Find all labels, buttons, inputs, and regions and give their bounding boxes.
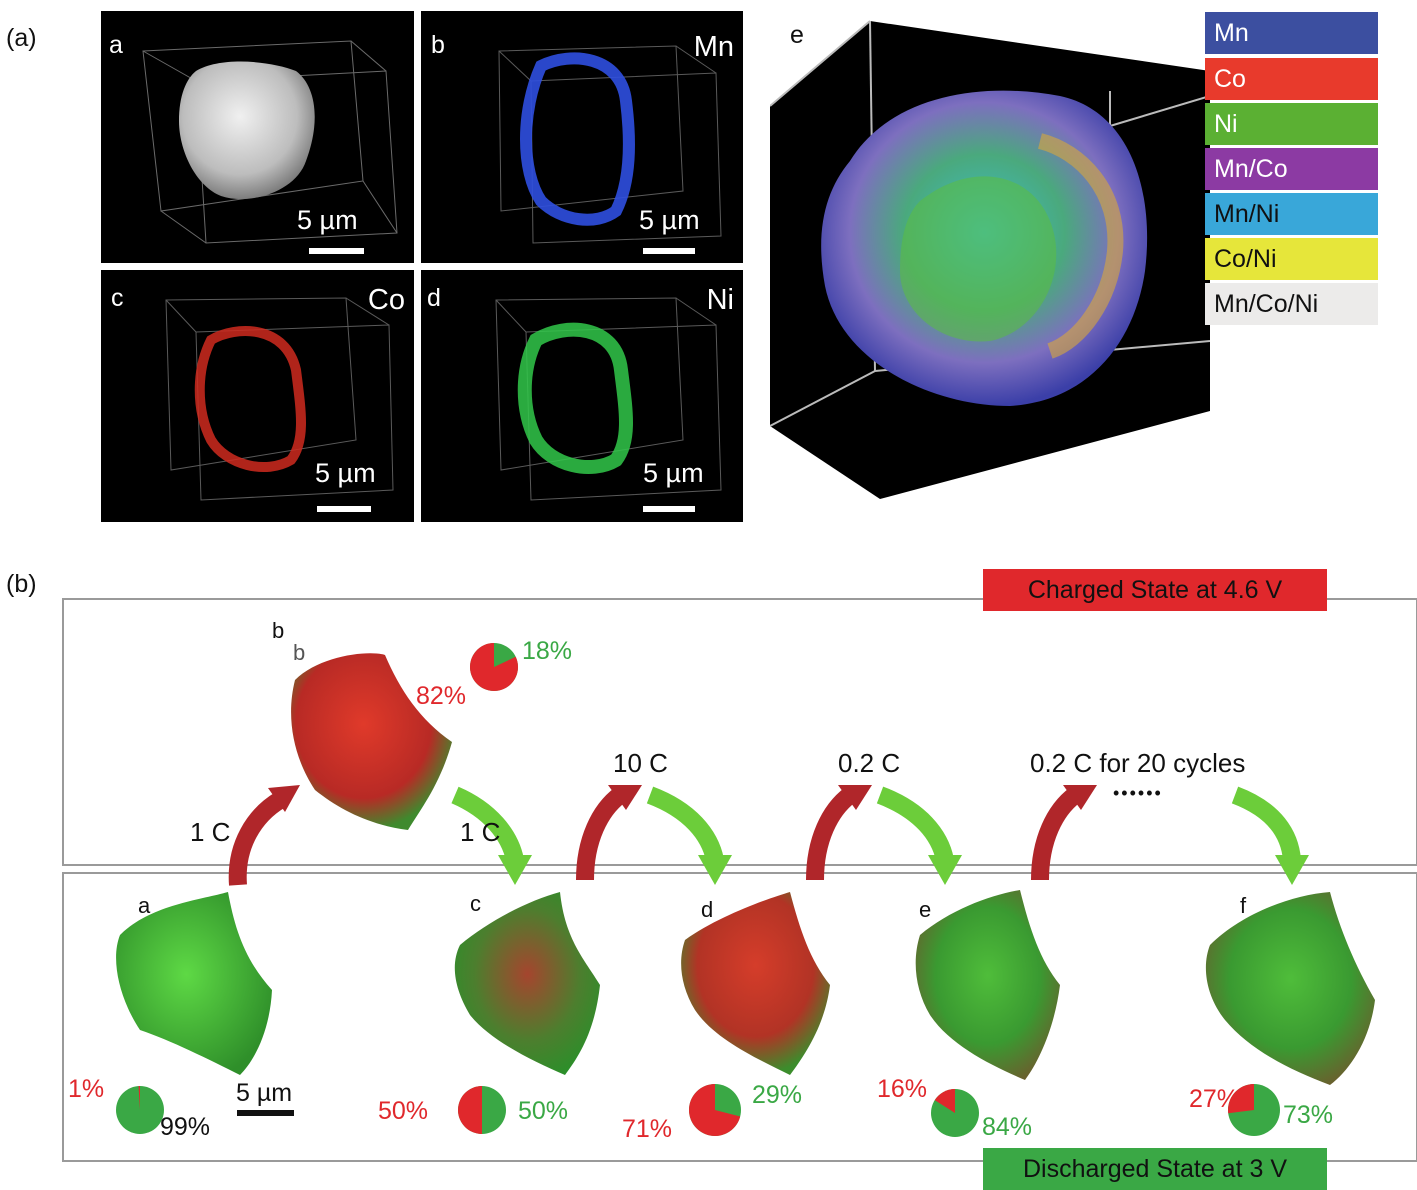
legend-item-mn-co-ni: Mn/Co/Ni [1205,283,1378,325]
particle-b-red-pct: 82% [416,682,467,710]
panel-a-scale-bar [309,248,364,254]
panel-c-letter: c [111,284,124,312]
panel-b-scale-text: 5 µm [639,205,700,235]
part-a-label: (a) [6,24,37,52]
rate-charge-1: 1 C [190,817,231,847]
legend-item-co: Co [1205,58,1378,100]
part-b-label: (b) [6,570,37,598]
cycles-ellipsis: •••••• [1113,783,1163,803]
rate-cycles: 0.2 C for 20 cycles [1030,748,1246,778]
panel-c-scale-text: 5 µm [315,458,376,488]
legend-item-ni: Ni [1205,103,1378,145]
particle-b-letter: b [272,618,285,643]
legend-label: Mn/Co/Ni [1214,290,1319,318]
panel-a-image [142,40,398,244]
legend-label: Co/Ni [1214,245,1277,273]
legend-label: Mn/Ni [1214,200,1280,228]
panel-c-image [165,297,394,501]
panel-c-element: Co [367,284,405,316]
panel-c-scale-bar [317,506,371,512]
charged-state-label: Charged State at 4.6 V [983,569,1327,611]
panel-e-image [769,20,1211,499]
panel-d-ni: d Ni 5 µm [421,270,743,522]
panel-b-letter: b [431,31,445,59]
particle-f-letter: f [1240,893,1247,918]
particle-b-inner-letter: b [293,640,306,665]
panel-e-letter: e [790,21,804,49]
particle-d-letter: d [701,897,714,922]
panel-d-scale-bar [643,506,695,512]
discharged-state-label: Discharged State at 3 V [983,1148,1327,1190]
particle-d-red-pct: 71% [622,1115,673,1143]
panel-e-composite: e [769,11,1211,501]
particle-e-letter: e [919,897,932,922]
particle-a-letter: a [138,893,151,918]
rate-discharge-1: 1 C [460,817,501,847]
panel-b-element: Mn [693,31,734,63]
particle-a-red-pct: 1% [68,1075,105,1103]
panel-b-image [498,45,722,244]
charged-state-box [62,598,1417,866]
panel-a-scale-text: 5 µm [297,205,358,235]
legend-item-mn: Mn [1205,12,1378,54]
panel-d-scale-text: 5 µm [643,458,704,488]
legend-label: Mn [1214,19,1249,47]
legend-label: Ni [1214,110,1238,138]
rate-02c: 0.2 C [838,748,901,778]
panel-a-letter: a [109,31,123,59]
particle-c-letter: c [470,891,481,916]
panel-b-scale-bar [643,248,695,254]
particle-a-green-pct: 99% [160,1113,211,1141]
discharged-state-box [62,872,1417,1162]
panel-b-mn: b Mn 5 µm [421,11,743,263]
particle-e-green-pct: 84% [982,1113,1033,1141]
rate-10c: 10 C [613,748,668,778]
particle-e-red-pct: 16% [877,1075,928,1103]
panel-a-grey-particle: a 5 µm [101,11,414,263]
particle-f-green-pct: 73% [1283,1101,1334,1129]
particle-f-red-pct: 27% [1189,1085,1240,1113]
legend-item-mn-ni: Mn/Ni [1205,193,1378,235]
legend-label: Mn/Co [1214,155,1288,183]
legend-item-co-ni: Co/Ni [1205,238,1378,280]
legend-item-mn-co: Mn/Co [1205,148,1378,190]
particle-c-green-pct: 50% [518,1097,569,1125]
particle-d-green-pct: 29% [752,1081,803,1109]
particle-c-red-pct: 50% [378,1097,429,1125]
part-b-scale-text: 5 µm [236,1079,293,1107]
panel-d-element: Ni [706,284,734,316]
panel-e-legend: Mn Co Ni Mn/Co Mn/Ni Co/Ni Mn/Co/Ni [1205,12,1378,328]
panel-c-co: c Co 5 µm [101,270,414,522]
panel-d-letter: d [427,284,441,312]
legend-label: Co [1214,65,1246,93]
particle-b-green-pct: 18% [522,637,573,665]
panel-d-image [495,297,722,501]
